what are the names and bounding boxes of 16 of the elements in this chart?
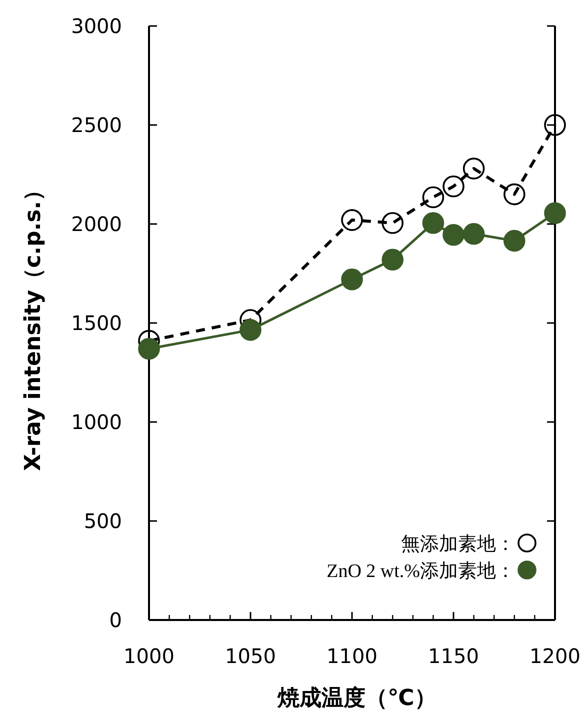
y-tick-label: 3000 bbox=[71, 14, 122, 38]
y-tick-label: 500 bbox=[84, 509, 122, 533]
x-tick-label: 1200 bbox=[530, 644, 580, 668]
y-tick-label: 1500 bbox=[71, 311, 122, 335]
legend-label: ZnO 2 wt.%添加素地： bbox=[326, 561, 515, 582]
x-tick-label: 1050 bbox=[225, 644, 276, 668]
x-tick-label: 1100 bbox=[326, 644, 378, 668]
y-tick-label: 2500 bbox=[71, 113, 122, 137]
legend-label: 無添加素地： bbox=[401, 534, 515, 555]
y-tick-label: 1000 bbox=[71, 410, 122, 434]
x-axis-title: 焼成温度（℃） bbox=[278, 686, 436, 711]
y-tick-label: 0 bbox=[109, 608, 122, 632]
y-tick-label: 2000 bbox=[71, 212, 122, 236]
x-tick-label: 1000 bbox=[124, 644, 174, 668]
y-axis-title: X-ray intensity（c.p.s.） bbox=[21, 178, 46, 472]
x-tick-label: 1150 bbox=[428, 644, 479, 668]
